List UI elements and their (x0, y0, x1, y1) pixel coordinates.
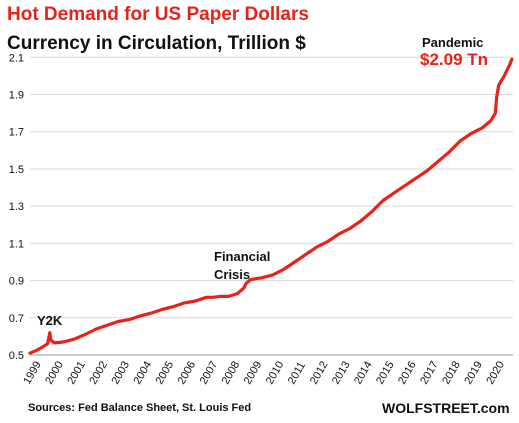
y-tick-label: 2.1 (9, 52, 24, 64)
x-tick-labels: 1999 2000 2001 2002 2003 2004 2005 2006 2007 2008… (21, 359, 507, 386)
x-tick-label: 2019 (462, 359, 485, 386)
x-tick-label: 2009 (242, 359, 265, 386)
x-tick-label: 2017 (418, 359, 441, 386)
x-tick-label: 2005 (154, 359, 177, 386)
x-tick-label: 2001 (65, 359, 88, 386)
x-tick-label: 2011 (286, 360, 308, 386)
annotation-pandemic-value: $2.09 Tn (420, 50, 489, 69)
y-tick-label: 1.1 (9, 238, 24, 250)
y-tick-labels: 0.5 0.7 0.9 1.1 1.3 1.5 1.7 1.9 2.1 (9, 52, 24, 362)
x-tick-label: 2020 (484, 359, 507, 386)
x-tick-label: 2016 (396, 359, 419, 386)
x-tick-label: 2018 (440, 359, 463, 386)
y-tick-label: 0.7 (9, 313, 24, 325)
currency-series-line (28, 57, 514, 355)
source-note: Sources: Fed Balance Sheet, St. Louis Fe… (28, 402, 252, 414)
annotation-financial-line1: Financial (214, 249, 271, 264)
chart-subtitle: Currency in Circulation, Trillion $ (7, 33, 306, 54)
x-tick-label: 2008 (220, 359, 243, 386)
y-tick-label: 1.3 (9, 201, 24, 213)
x-tick-label: 2014 (352, 359, 375, 386)
x-tick-label: 2010 (264, 359, 287, 386)
x-tick-label: 2012 (308, 359, 331, 386)
y-tick-label: 0.9 (9, 276, 24, 288)
y-tick-label: 1.7 (9, 127, 24, 139)
annotation-financial-line2: Crisis (214, 267, 251, 282)
y-tick-label: 1.9 (9, 90, 24, 102)
x-tick-label: 2000 (43, 359, 66, 386)
y-tick-label: 0.5 (9, 350, 24, 362)
chart-title: Hot Demand for US Paper Dollars (7, 4, 309, 25)
x-tick-label: 2003 (109, 359, 132, 386)
x-tick-label: 2002 (87, 359, 110, 386)
annotation-y2k: Y2K (37, 313, 63, 328)
x-tick-label: 2004 (131, 359, 154, 386)
x-tick-label: 1999 (21, 359, 44, 386)
x-tick-label: 2013 (330, 359, 353, 386)
y-tick-label: 1.5 (9, 164, 24, 176)
x-tick-label: 2007 (198, 359, 221, 386)
x-tick-label: 2015 (374, 359, 397, 386)
x-tick-label: 2006 (176, 359, 199, 386)
brand-label: WOLFSTREET.com (382, 400, 510, 416)
grid-lines (30, 56, 513, 319)
annotation-pandemic: Pandemic (422, 35, 484, 50)
